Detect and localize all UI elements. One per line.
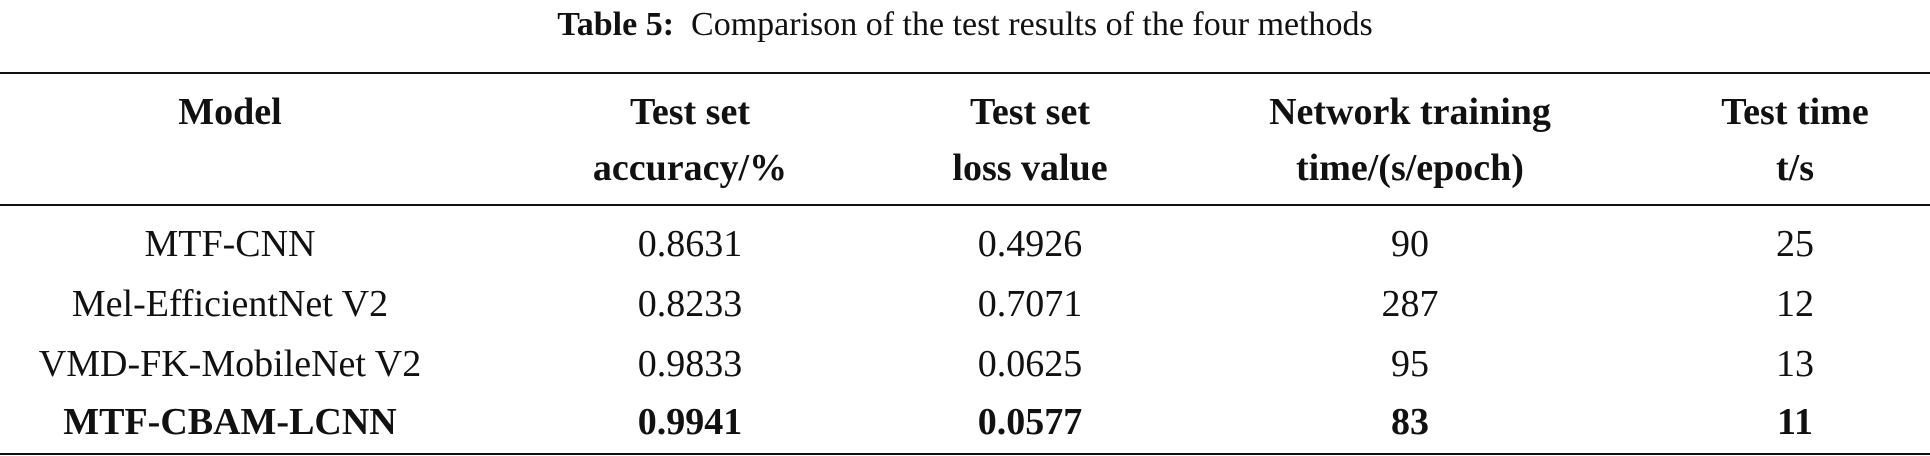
table-header-rule — [0, 204, 1930, 206]
cell-training-time: 95 — [1391, 343, 1429, 385]
cell-accuracy: 0.9833 — [637, 343, 743, 385]
table-row-best: MTF-CBAM-LCNN 0.9941 0.0577 83 11 — [0, 392, 1930, 452]
cell-test-time: 13 — [1776, 343, 1814, 385]
cell-model: Mel-EfficientNet V2 — [71, 283, 389, 325]
cell-model: MTF-CBAM-LCNN — [63, 401, 397, 443]
cell-accuracy: 0.9941 — [637, 401, 743, 443]
table-top-rule — [0, 72, 1930, 74]
header-loss: Test set loss value — [952, 91, 1108, 189]
cell-loss: 0.0625 — [977, 343, 1083, 385]
cell-training-time: 83 — [1391, 401, 1429, 443]
cell-training-time: 90 — [1391, 223, 1429, 265]
cell-loss: 0.4926 — [977, 223, 1083, 265]
cell-test-time: 11 — [1777, 401, 1813, 443]
cell-model: VMD-FK-MobileNet V2 — [38, 343, 422, 385]
cell-model: MTF-CNN — [144, 223, 316, 265]
cell-training-time: 287 — [1381, 283, 1439, 325]
table-caption-text: Comparison of the test results of the fo… — [691, 6, 1373, 43]
table-caption: Table 5: Comparison of the test results … — [0, 0, 1930, 50]
cell-test-time: 12 — [1776, 283, 1814, 325]
header-accuracy: Test set accuracy/% — [592, 91, 788, 189]
table-row: Mel-EfficientNet V2 0.8233 0.7071 287 12 — [0, 274, 1930, 334]
cell-loss: 0.0577 — [977, 401, 1083, 443]
header-training-time: Network training time/(s/epoch) — [1269, 91, 1551, 189]
cell-accuracy: 0.8631 — [637, 223, 743, 265]
cell-accuracy: 0.8233 — [637, 283, 743, 325]
table-caption-label: Table 5: — [557, 6, 675, 43]
header-test-time: Test time t/s — [1721, 91, 1869, 189]
table-row: MTF-CNN 0.8631 0.4926 90 25 — [0, 214, 1930, 274]
cell-loss: 0.7071 — [977, 283, 1083, 325]
header-model: Model — [178, 91, 282, 133]
table-bottom-rule — [0, 453, 1930, 455]
table-row: VMD-FK-MobileNet V2 0.9833 0.0625 95 13 — [0, 334, 1930, 394]
cell-test-time: 25 — [1776, 223, 1814, 265]
